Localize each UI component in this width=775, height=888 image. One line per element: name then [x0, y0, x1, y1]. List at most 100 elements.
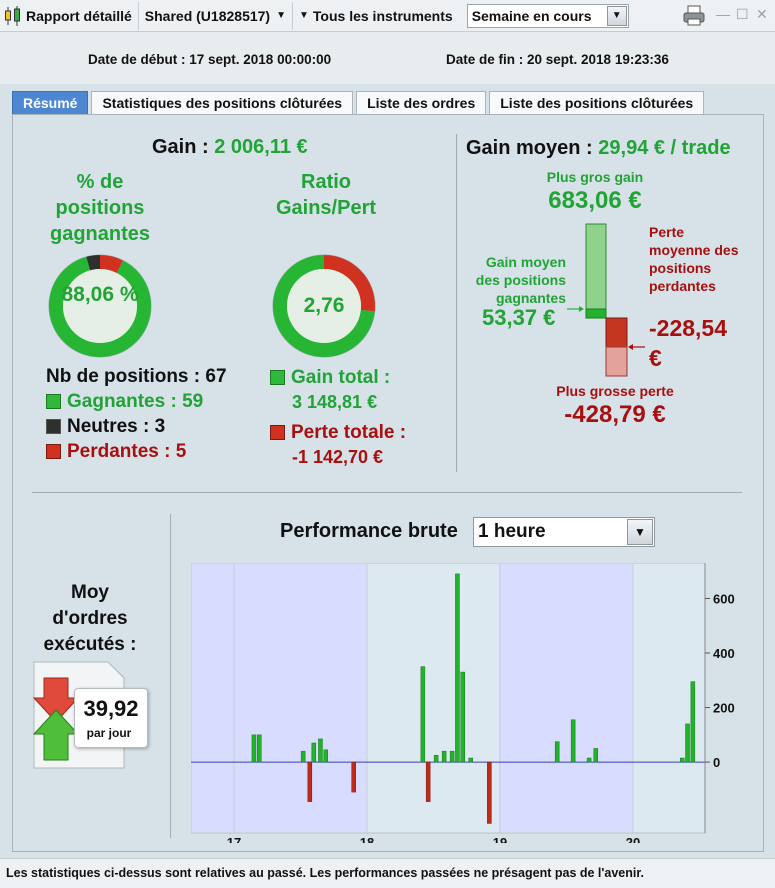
pct-winning-title: % de positions gagnantes [49, 171, 151, 245]
gain-label: Gain : [152, 136, 209, 158]
chevron-down-icon[interactable]: ▼ [606, 5, 627, 26]
interval-select-value: 1 heure [478, 521, 546, 542]
tab-closed-position-list[interactable]: Liste des positions clôturées [489, 91, 705, 114]
report-label: Rapport détaillé [26, 7, 132, 24]
x-tick-label: 17 [227, 835, 241, 843]
orders-label: Moy d'ordres exécutés : [43, 582, 137, 655]
period-select-value: Semaine en cours [471, 7, 592, 24]
avg-loss-value: -228,54 € [649, 315, 728, 371]
gain-bar [311, 742, 317, 763]
interval-select[interactable]: 1 heure ▼ [473, 517, 655, 547]
chevron-down-icon[interactable]: ▼ [627, 519, 653, 545]
start-date: Date de début : 17 sept. 2018 00:00:00 [88, 52, 332, 67]
winning-swatch [46, 394, 61, 409]
average-gain-loss-bars [567, 223, 645, 377]
gain-bar [679, 757, 685, 763]
gain-bar [323, 749, 329, 763]
winning-count-text: Gagnantes : 59 [67, 391, 204, 412]
max-gain-label: Plus gros gain [546, 169, 644, 185]
loss-total: Perte totale : -1 142,70 € [270, 421, 406, 470]
end-date: Date de fin : 20 sept. 2018 19:23:36 [446, 52, 669, 67]
neutral-swatch [46, 419, 61, 434]
tab-summary[interactable]: Résumé [12, 91, 89, 114]
y-tick-label: 200 [713, 701, 735, 716]
losing-count-text: Perdantes : 5 [67, 441, 187, 462]
max-loss-label: Plus grosse perte [556, 383, 674, 399]
avg-win-bar [585, 308, 607, 319]
gain-bar [441, 750, 447, 763]
gain-bar [690, 681, 696, 763]
minimize-icon[interactable]: — [716, 6, 730, 22]
arrow-down-icon [32, 677, 80, 723]
gain-bar [433, 755, 439, 763]
loss-bar [487, 761, 492, 824]
max-gain-bar [585, 223, 607, 319]
gain-bar [460, 671, 466, 763]
losing-swatch [46, 444, 61, 459]
x-tick-label: 18 [360, 835, 374, 843]
gain-bar [300, 750, 306, 763]
chevron-down-icon: ▼ [276, 10, 286, 21]
gain-value: 2 006,11 € [214, 136, 308, 158]
y-tick-label: 400 [713, 646, 735, 661]
avg-win-label: Gain moyen des positions gagnantes [475, 254, 566, 306]
day-band [498, 564, 633, 832]
divider-vertical-lower [170, 514, 171, 838]
orders-badge [74, 688, 148, 748]
ratio-donut [272, 254, 376, 358]
account-label: Shared (U1828517) [144, 7, 271, 24]
tab-order-list[interactable]: Liste des ordres [356, 91, 487, 114]
loss-bar [351, 761, 356, 793]
gain-bar [420, 666, 426, 763]
disclaimer-footer: Les statistiques ci-dessus sont relative… [0, 858, 775, 888]
close-icon[interactable]: ✕ [756, 6, 768, 22]
positions-count: Nb de positions : 67 [46, 366, 227, 387]
gain-bar [685, 723, 690, 763]
avg-loss-label: Perte moyenne des positions perdantes [649, 224, 739, 294]
loss-total-label: Perte totale : [291, 422, 407, 443]
losing-count: Perdantes : 5 [46, 441, 186, 463]
period-select[interactable]: Semaine en cours ▼ [466, 3, 629, 28]
day-band [192, 564, 367, 832]
divider-horizontal [32, 492, 742, 493]
max-loss-bar [605, 346, 628, 377]
avg-win-value: 53,37 € [482, 305, 556, 330]
account-menu[interactable]: Shared (U1828517) ▼ [139, 1, 293, 30]
gain-total-label: Gain total : [291, 367, 391, 388]
y-tick-label: 0 [713, 755, 720, 770]
ratio-value: 2,76 [303, 294, 345, 317]
gain-total: Gain total : 3 148,81 € [270, 366, 390, 415]
toolbar: Rapport détaillé Shared (U1828517) ▼ ▼ T… [0, 0, 775, 32]
report-menu[interactable]: Rapport détaillé [0, 1, 139, 30]
gain-bar [257, 734, 262, 763]
gain-bar [455, 573, 460, 763]
orders-value: 39,92 [83, 696, 139, 721]
neutral-count: Neutres : 3 [46, 416, 165, 438]
pct-winning-value: 88,06 % [61, 283, 139, 306]
gain-summary: Gain : 2 006,11 € [152, 136, 308, 159]
maximize-icon[interactable]: ☐ [736, 6, 749, 22]
y-tick-label: 600 [713, 591, 735, 606]
chevron-down-icon: ▼ [299, 10, 309, 21]
performance-chart: 600 400 200 0 17 18 19 20 [191, 563, 735, 843]
ratio-title: Ratio Gains/Pert [275, 171, 377, 219]
winning-count: Gagnantes : 59 [46, 391, 203, 413]
gain-bar [570, 719, 576, 763]
gain-total-value: 3 148,81 € [292, 392, 378, 412]
tab-closed-position-stats[interactable]: Statistiques des positions clôturées [91, 91, 354, 114]
average-gain: Gain moyen : 29,94 € / trade [466, 137, 731, 160]
loss-bar [307, 761, 313, 802]
instruments-label: Tous les instruments [312, 7, 453, 24]
instruments-menu[interactable]: ▼ Tous les instruments [293, 2, 459, 30]
gain-bar [318, 738, 323, 763]
neutral-count-text: Neutres : 3 [67, 416, 166, 437]
gain-bar [586, 757, 592, 763]
gain-bar [468, 757, 473, 763]
printer-icon[interactable] [682, 5, 706, 27]
gain-bar [251, 734, 257, 763]
average-gain-value: 29,94 € / trade [598, 137, 731, 159]
avg-loss-bar [605, 317, 628, 348]
gain-total-swatch [270, 370, 285, 385]
max-loss-value: -428,79 € [564, 401, 666, 428]
x-tick-label: 20 [626, 835, 640, 843]
